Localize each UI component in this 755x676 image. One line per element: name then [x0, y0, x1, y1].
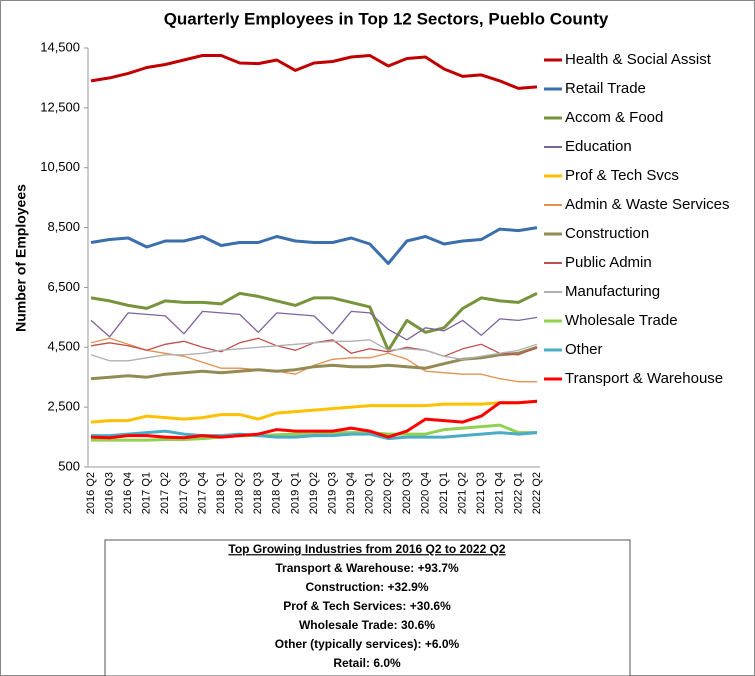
series-line: [90, 310, 538, 341]
series-line: [90, 399, 538, 440]
text-box-title: Top Growing Industries from 2016 Q2 to 2…: [228, 542, 506, 556]
series-line: [90, 339, 538, 362]
x-tick-label: 2022 Q2: [531, 472, 543, 514]
x-tick-label: 2016 Q3: [103, 472, 115, 514]
x-tick-label: 2019 Q2: [308, 472, 320, 514]
legend-label: Construction: [565, 225, 649, 242]
legend-label: Other: [565, 341, 603, 358]
legend-label: Health & Social Assist: [565, 51, 712, 68]
y-tick-label: 14,500: [40, 39, 80, 54]
text-box-line: Retail: 6.0%: [333, 656, 401, 670]
x-tick-label: 2017 Q4: [196, 472, 208, 514]
x-tick-label: 2020 Q3: [401, 472, 413, 514]
y-tick-label: 10,500: [40, 159, 80, 174]
legend-label: Public Admin: [565, 254, 652, 271]
x-tick-label: 2016 Q2: [85, 472, 97, 514]
series-line: [90, 226, 538, 265]
y-tick-label: 2,500: [47, 399, 80, 414]
series-line: [90, 399, 538, 424]
legend-label: Transport & Warehouse: [565, 370, 723, 387]
y-tick-label: 8,500: [47, 219, 80, 234]
x-tick-label: 2018 Q3: [252, 472, 264, 514]
x-tick-label: 2017 Q1: [141, 472, 153, 514]
legend-label: Wholesale Trade: [565, 312, 678, 329]
legend-label: Prof & Tech Svcs: [565, 167, 679, 184]
x-tick-label: 2020 Q1: [364, 472, 376, 514]
text-box-line: Prof & Tech Services: +30.6%: [283, 599, 451, 613]
text-box-line: Wholesale Trade: 30.6%: [299, 618, 435, 632]
legend-label: Accom & Food: [565, 109, 663, 126]
y-axis-label: Number of Employees: [13, 184, 29, 332]
legend-label: Retail Trade: [565, 80, 646, 97]
legend-label: Manufacturing: [565, 283, 660, 300]
x-tick-label: 2020 Q4: [419, 472, 431, 514]
x-tick-label: 2019 Q4: [345, 472, 357, 514]
x-tick-label: 2018 Q1: [215, 472, 227, 514]
text-box-line: Construction: +32.9%: [305, 580, 428, 594]
series-line: [90, 54, 538, 90]
x-tick-label: 2019 Q1: [289, 472, 301, 514]
series-line: [91, 429, 538, 441]
x-tick-label: 2017 Q3: [178, 472, 190, 514]
text-box-line: Transport & Warehouse: +93.7%: [275, 561, 459, 575]
x-tick-label: 2017 Q2: [159, 472, 171, 514]
x-tick-label: 2021 Q2: [457, 472, 469, 514]
x-tick-label: 2018 Q4: [271, 472, 283, 514]
legend-label: Admin & Waste Services: [565, 196, 730, 213]
x-tick-label: 2021 Q1: [438, 472, 450, 514]
y-tick-label: 500: [58, 458, 80, 473]
x-tick-label: 2021 Q3: [475, 472, 487, 514]
y-tick-label: 4,500: [47, 339, 80, 354]
x-tick-label: 2022 Q1: [512, 472, 524, 514]
x-tick-label: 2019 Q3: [326, 472, 338, 514]
legend-label: Education: [565, 138, 632, 155]
x-tick-label: 2020 Q2: [382, 472, 394, 514]
series-line: [90, 291, 538, 352]
y-tick-label: 6,500: [47, 279, 80, 294]
x-tick-label: 2021 Q4: [494, 472, 506, 514]
x-tick-label: 2018 Q2: [234, 472, 246, 514]
chart-title: Quarterly Employees in Top 12 Sectors, P…: [164, 9, 609, 28]
x-tick-label: 2016 Q4: [122, 472, 134, 514]
y-tick-label: 12,500: [40, 99, 80, 114]
text-box: [104, 539, 631, 676]
text-box-line: Other (typically services): +6.0%: [275, 637, 460, 651]
